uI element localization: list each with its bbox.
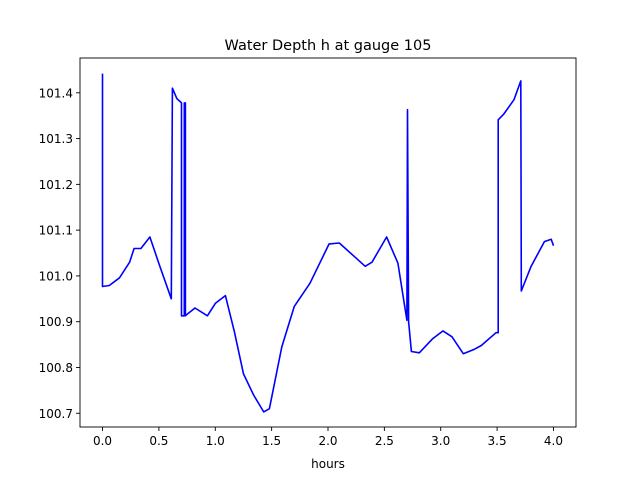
x-tick-label: 2.0	[318, 434, 337, 448]
y-tick-label: 101.1	[39, 224, 73, 238]
y-tick-label: 100.8	[39, 361, 73, 375]
x-tick-label: 0.5	[149, 434, 168, 448]
y-tick-label: 101.4	[39, 86, 73, 100]
y-tick-label: 101.0	[39, 269, 73, 283]
x-tick-label: 0.0	[93, 434, 112, 448]
axes-frame	[79, 57, 577, 428]
chart-title: Water Depth h at gauge 105	[225, 38, 432, 54]
x-tick-label: 3.0	[431, 434, 450, 448]
series-line-h	[101, 73, 555, 413]
y-tick-label: 101.2	[39, 178, 73, 192]
x-tick-label: 2.5	[375, 434, 394, 448]
x-tick-label: 4.0	[544, 434, 563, 448]
x-tick-label: 3.5	[488, 434, 507, 448]
y-tick-label: 100.9	[39, 315, 73, 329]
y-axis: 100.7 100.8 100.9 101.0 101.1 101.2 101.3 101.4	[39, 86, 80, 421]
plot-area	[79, 57, 577, 428]
x-tick-label: 1.0	[206, 434, 225, 448]
y-tick-label: 101.3	[39, 132, 73, 146]
y-tick-label: 100.7	[39, 407, 73, 421]
x-axis-label: hours	[311, 457, 345, 471]
x-tick-label: 1.5	[262, 434, 281, 448]
x-axis: 0.0 0.5 1.0 1.5 2.0 2.5 3.0 3.5 4.0	[93, 427, 563, 448]
